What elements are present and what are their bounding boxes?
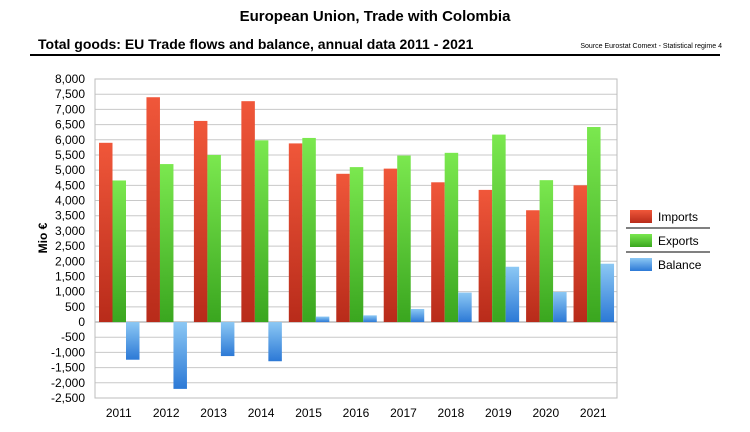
y-tick-label: 3,000	[55, 224, 85, 238]
bar-exports-2017	[397, 155, 411, 323]
y-tick-label: -2,000	[51, 376, 85, 390]
x-axis-ticks: 2011 2012 2013 2014 2015 2016 2017 2018 2019 2020…	[106, 406, 607, 420]
bar-imports-2011	[99, 142, 113, 323]
plot-frame	[94, 78, 618, 399]
bar-imports-2018	[431, 182, 445, 323]
bar-balance-2016	[363, 315, 377, 323]
y-tick-label: 1,000	[55, 285, 85, 299]
bar-imports-2013	[193, 120, 208, 323]
y-tick-label: -2,500	[51, 391, 85, 405]
bar-balance-2013	[220, 322, 235, 357]
bar-exports-2016	[349, 167, 364, 323]
bar-exports-2013	[207, 154, 221, 323]
y-tick-label: 6,500	[55, 118, 85, 132]
bar-balance-2011	[126, 322, 140, 360]
y-tick-label: 2,000	[55, 254, 85, 268]
bar-imports-2020	[526, 210, 540, 323]
bar-balance-2021	[600, 263, 615, 323]
bar-imports-2021	[573, 185, 588, 323]
source-note: Source Eurostat Comext - Statistical reg…	[580, 43, 722, 50]
bar-imports-2014	[241, 101, 255, 323]
y-tick-label: 1,500	[55, 269, 85, 283]
y-tick-label: 4,500	[55, 178, 85, 192]
bar-exports-2021	[587, 127, 601, 323]
bar-imports-2015	[288, 143, 303, 323]
y-tick-label: 0	[78, 315, 85, 329]
y-tick-label: 8,000	[55, 72, 85, 86]
bar-imports-2016	[336, 173, 350, 323]
bar-exports-2014	[254, 140, 269, 323]
x-tick-label: 2018	[438, 406, 465, 420]
legend-swatch-exports	[630, 234, 652, 247]
bar-layer	[99, 97, 615, 389]
y-tick-label: 5,500	[55, 148, 85, 162]
bar-exports-2012	[159, 164, 174, 323]
bar-exports-2018	[444, 152, 459, 323]
legend-swatch-imports	[630, 210, 652, 223]
bar-balance-2014	[268, 322, 282, 362]
bar-exports-2019	[492, 134, 506, 323]
x-tick-label: 2020	[532, 406, 559, 420]
y-axis-label: Mio €	[36, 222, 50, 253]
bar-balance-2020	[553, 291, 567, 323]
chart-subtitle: Total goods: EU Trade flows and balance,…	[38, 36, 474, 52]
y-tick-label: 5,000	[55, 163, 85, 177]
bar-balance-2015	[315, 316, 330, 323]
y-tick-label: 2,500	[55, 239, 85, 253]
y-tick-label: 6,000	[55, 133, 85, 147]
x-tick-label: 2017	[390, 406, 417, 420]
legend: Imports Exports Balance	[626, 210, 710, 272]
y-tick-label: 7,000	[55, 102, 85, 116]
header-divider	[30, 54, 720, 56]
bar-balance-2017	[410, 308, 425, 323]
legend-swatch-balance	[630, 258, 652, 271]
y-tick-label: 4,000	[55, 194, 85, 208]
bar-exports-2015	[302, 137, 316, 323]
x-tick-label: 2015	[295, 406, 322, 420]
y-tick-label: 500	[65, 300, 85, 314]
bar-balance-2019	[505, 266, 520, 323]
bar-imports-2019	[478, 189, 493, 323]
x-tick-label: 2012	[153, 406, 180, 420]
y-tick-label: 7,500	[55, 87, 85, 101]
legend-label-imports: Imports	[658, 210, 698, 224]
bar-exports-2020	[539, 180, 554, 323]
y-tick-label: -500	[61, 330, 85, 344]
y-tick-label: 3,500	[55, 209, 85, 223]
x-tick-label: 2019	[485, 406, 512, 420]
chart-title: European Union, Trade with Colombia	[239, 8, 511, 25]
bar-balance-2018	[458, 292, 472, 323]
bar-exports-2011	[112, 180, 126, 323]
x-tick-label: 2013	[200, 406, 227, 420]
bar-balance-2012	[173, 322, 187, 389]
x-tick-label: 2014	[248, 406, 275, 420]
bar-imports-2017	[383, 168, 398, 323]
x-tick-label: 2021	[580, 406, 607, 420]
bar-imports-2012	[146, 97, 160, 323]
y-tick-label: -1,500	[51, 361, 85, 375]
legend-label-balance: Balance	[658, 258, 702, 272]
x-tick-label: 2011	[106, 406, 132, 420]
x-tick-label: 2016	[343, 406, 370, 420]
y-tick-label: -1,000	[51, 345, 85, 359]
legend-label-exports: Exports	[658, 234, 699, 248]
